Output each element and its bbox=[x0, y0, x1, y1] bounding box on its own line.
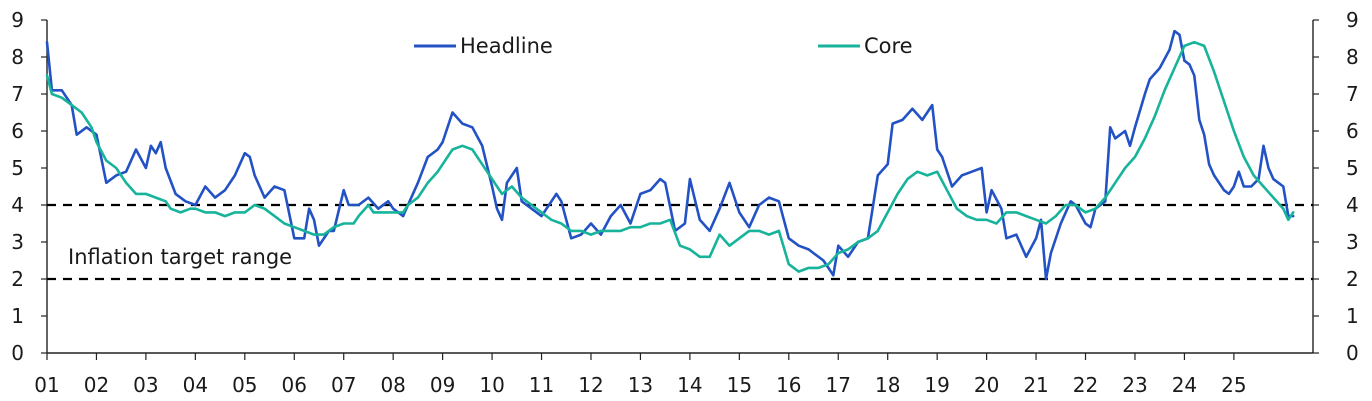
y-tick-label-right: 0 bbox=[1346, 341, 1359, 365]
x-tick-label: 14 bbox=[677, 373, 702, 397]
x-tick-label: 11 bbox=[529, 373, 554, 397]
x-tick-label: 15 bbox=[727, 373, 752, 397]
y-tick-label-right: 8 bbox=[1346, 45, 1359, 69]
series-line-core bbox=[45, 40, 1295, 273]
x-tick-label: 18 bbox=[875, 373, 900, 397]
x-tick-label: 24 bbox=[1172, 373, 1197, 397]
y-tick-label-left: 3 bbox=[11, 230, 24, 254]
y-tick-label-right: 3 bbox=[1346, 230, 1359, 254]
y-tick-label-left: 8 bbox=[11, 45, 24, 69]
x-tick-label: 09 bbox=[430, 373, 455, 397]
series-line-headline bbox=[45, 29, 1295, 281]
x-tick-label: 23 bbox=[1122, 373, 1147, 397]
legend-label-headline: Headline bbox=[460, 34, 553, 58]
x-tick-label: 17 bbox=[826, 373, 851, 397]
legend-label-core: Core bbox=[864, 34, 913, 58]
y-tick-label-right: 5 bbox=[1346, 156, 1359, 180]
y-tick-label-left: 9 bbox=[11, 8, 24, 32]
x-tick-label: 25 bbox=[1221, 373, 1246, 397]
x-tick-label: 07 bbox=[331, 373, 356, 397]
target-range-annotation: Inflation target range bbox=[68, 245, 292, 269]
y-tick-label-right: 7 bbox=[1346, 82, 1359, 106]
legend: Headline Core bbox=[414, 34, 913, 58]
y-tick-label-left: 2 bbox=[11, 267, 24, 291]
y-tick-label-left: 1 bbox=[11, 304, 24, 328]
x-tick-label: 04 bbox=[183, 373, 208, 397]
axes: 0 01 12 23 34 45 56 67 78 89 901 02 03 04 05 06 07 08 09 10… bbox=[11, 8, 1358, 397]
y-tick-label-right: 6 bbox=[1346, 119, 1359, 143]
x-tick-label: 06 bbox=[282, 373, 307, 397]
y-tick-label-right: 2 bbox=[1346, 267, 1359, 291]
y-tick-label-right: 9 bbox=[1346, 8, 1359, 32]
x-tick-label: 05 bbox=[232, 373, 257, 397]
y-tick-label-left: 6 bbox=[11, 119, 24, 143]
x-tick-label: 03 bbox=[133, 373, 158, 397]
x-tick-label: 21 bbox=[1023, 373, 1048, 397]
x-tick-label: 08 bbox=[380, 373, 405, 397]
x-tick-label: 02 bbox=[84, 373, 109, 397]
x-tick-label: 19 bbox=[924, 373, 949, 397]
y-tick-label-left: 5 bbox=[11, 156, 24, 180]
x-tick-label: 10 bbox=[479, 373, 504, 397]
y-tick-label-left: 0 bbox=[11, 341, 24, 365]
x-tick-label: 13 bbox=[628, 373, 653, 397]
x-tick-label: 22 bbox=[1073, 373, 1098, 397]
y-tick-label-right: 1 bbox=[1346, 304, 1359, 328]
x-tick-label: 16 bbox=[776, 373, 801, 397]
y-tick-label-left: 7 bbox=[11, 82, 24, 106]
x-tick-label: 20 bbox=[974, 373, 999, 397]
y-tick-label-right: 4 bbox=[1346, 193, 1359, 217]
x-tick-label: 12 bbox=[578, 373, 603, 397]
y-tick-label-left: 4 bbox=[11, 193, 24, 217]
x-tick-label: 01 bbox=[34, 373, 59, 397]
series-lines bbox=[45, 29, 1295, 281]
